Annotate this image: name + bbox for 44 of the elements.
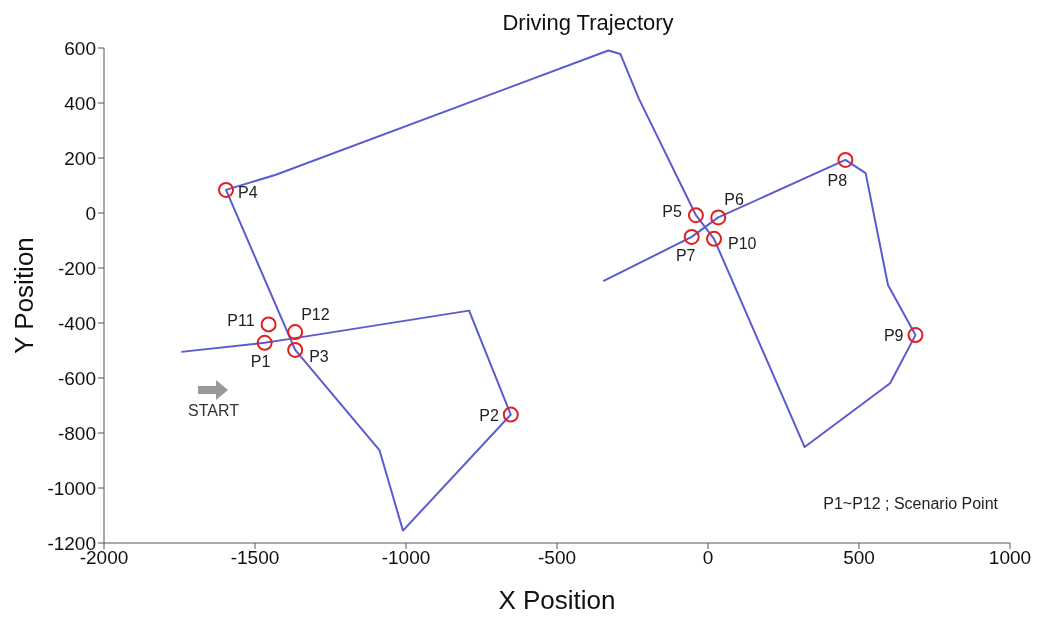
point	[502, 406, 519, 423]
y-tick-label: -200	[57, 257, 96, 279]
x-tick-label: -500	[537, 547, 577, 569]
data-label: P1	[250, 352, 271, 370]
x-axis-title: X Position	[498, 585, 616, 615]
y-tick-label: -1000	[47, 477, 96, 499]
point	[687, 207, 704, 224]
point	[256, 334, 273, 351]
data-label: P12	[301, 306, 330, 324]
y-tick-label: 400	[64, 92, 96, 114]
point	[683, 228, 700, 245]
y-axis-title: Y Position	[9, 237, 40, 354]
data-label: P9	[883, 327, 904, 345]
y-tick-label: -400	[57, 312, 96, 334]
annotation: START	[188, 402, 239, 419]
data-label: P8	[827, 171, 848, 189]
point	[218, 181, 235, 198]
point	[837, 151, 854, 168]
data-label: P7	[675, 246, 696, 264]
y-tick-label: -800	[57, 422, 96, 444]
point	[907, 327, 924, 344]
y-tick-label: 600	[64, 37, 96, 59]
data-label: P5	[662, 203, 683, 221]
point	[706, 230, 723, 247]
point	[260, 316, 277, 333]
point	[287, 341, 304, 358]
x-tick-label: -1000	[381, 547, 431, 569]
data-label: P2	[479, 406, 499, 424]
data-label: P6	[724, 191, 744, 209]
y-tick-label: 0	[85, 202, 96, 224]
x-tick-label: -1500	[230, 547, 280, 569]
data-label: P4	[238, 183, 258, 201]
x-tick-label: 1000	[988, 547, 1032, 569]
data-label: P11	[227, 312, 255, 330]
data-label: P3	[309, 347, 329, 365]
y-tick-label: -600	[57, 367, 96, 389]
data-label: P10	[728, 234, 757, 252]
point	[710, 209, 727, 226]
point	[287, 324, 304, 341]
annotation: P1~P12 ; Scenario Point	[823, 495, 998, 513]
x-tick-label: 0	[702, 547, 714, 569]
x-tick-label: 500	[843, 547, 875, 569]
chart-title: Driving Trajectory	[501, 10, 675, 36]
y-tick-label: 200	[64, 147, 96, 169]
